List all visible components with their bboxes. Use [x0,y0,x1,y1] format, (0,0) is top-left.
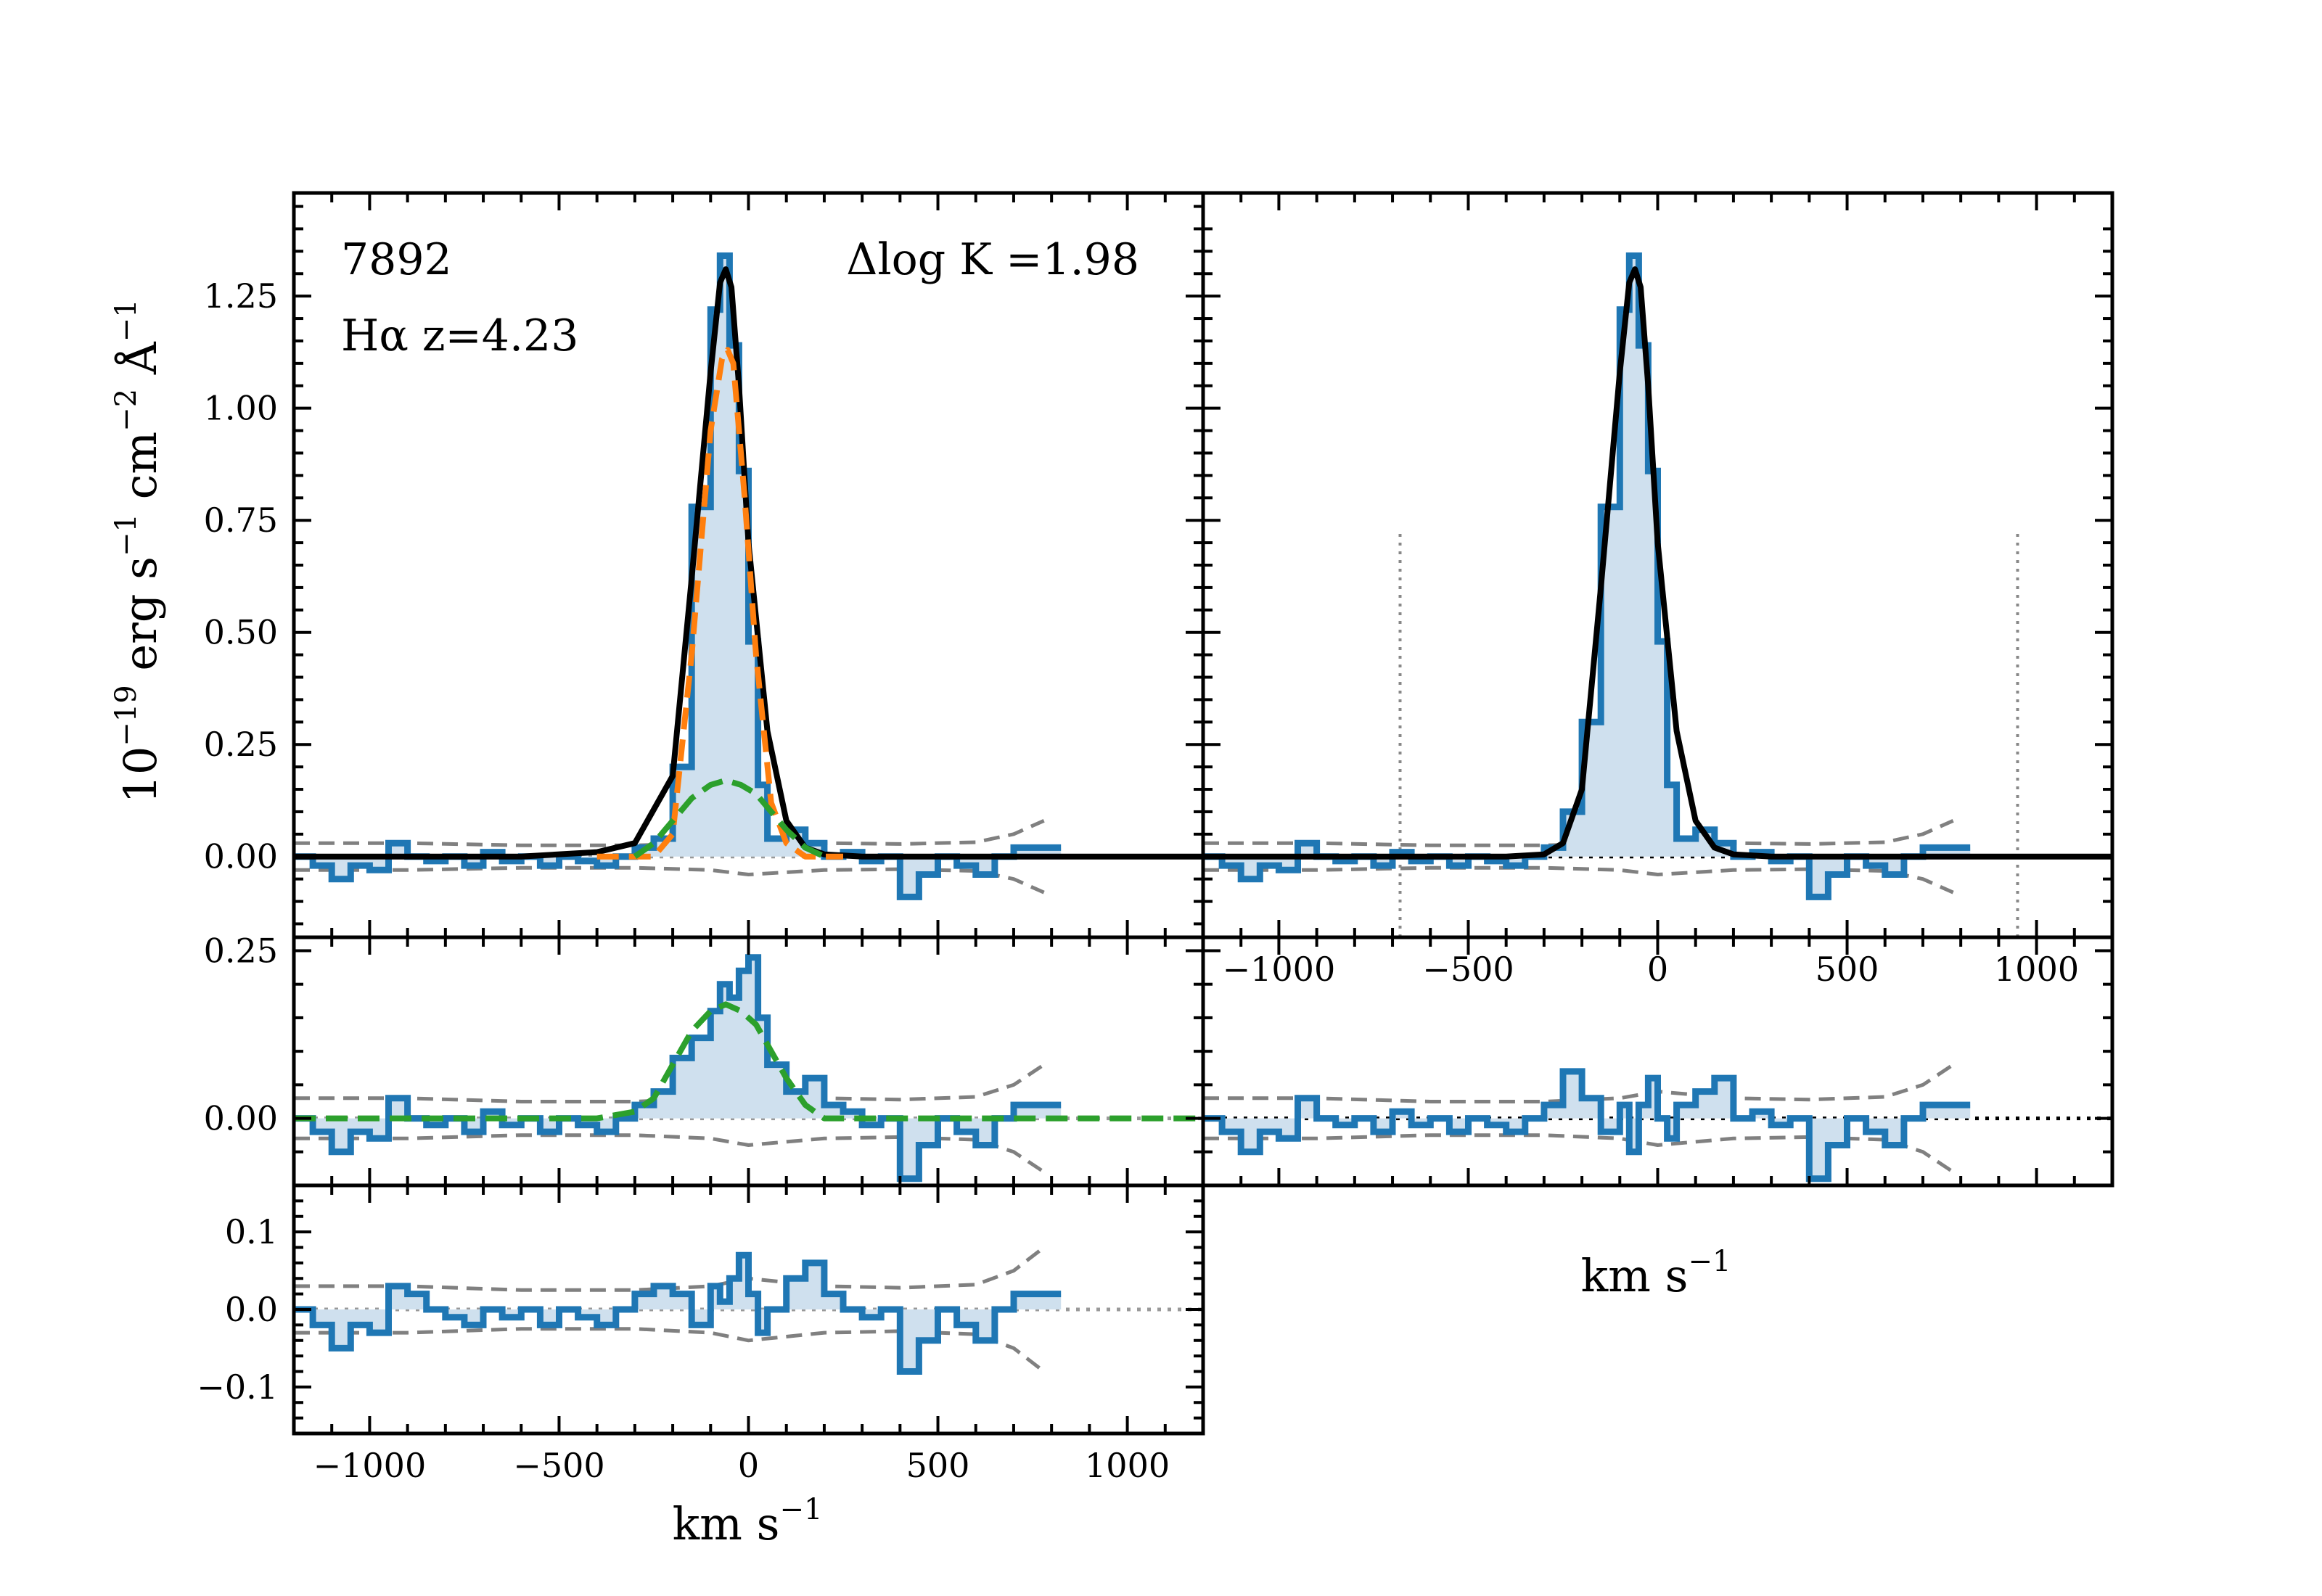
data-step-line [294,1251,1062,1375]
model-line [294,266,1203,860]
x-tick-label: −500 [513,1446,604,1485]
y-tick-label: 0.50 [204,613,278,652]
panel-top-right [1203,252,2112,937]
model-line [1203,266,2112,860]
x-tick-label: 0 [1647,950,1668,989]
y-axis-title: 10−19 erg s−1 cm−2 Å−1 [110,299,167,803]
x-tick-label: −500 [1422,950,1514,989]
x-tick-label: 1000 [1994,950,2079,989]
object-id-label: 7892 [341,234,452,285]
y-tick-label: 0.0 [225,1290,278,1329]
x-tick-label: 0 [738,1446,759,1485]
y-tick-label: 0.25 [204,931,278,970]
panel-top-left [294,252,1203,900]
broad-component-line [633,777,826,860]
panel-middle-right [1203,1063,2112,1182]
narrow-component-line [596,347,843,860]
data-fill-area [294,957,1062,1179]
y-tick-label: 0.25 [204,725,278,764]
x-tick-label: −1000 [313,1446,427,1485]
y-tick-label: 0.00 [204,1099,278,1138]
panel-middle-left [294,954,1203,1182]
line-redshift-label: Hα z=4.23 [341,310,578,361]
x-tick-label: −1000 [1223,950,1336,989]
x-tick-label: 1000 [1085,1446,1170,1485]
y-tick-label: 1.25 [204,276,278,316]
y-tick-label: 0.00 [204,837,278,876]
x-axis-title-left: km s−1 [673,1493,823,1550]
data-step-line [294,954,1062,1182]
y-tick-label: 1.00 [204,389,278,428]
delta-logk-label: Δlog K =1.98 [846,234,1139,285]
y-tick-label: 0.1 [225,1212,278,1251]
y-tick-label: 0.75 [204,501,278,540]
data-step-line [1203,1068,1971,1182]
y-tick-label: −0.1 [197,1367,278,1407]
data-fill-area [294,1255,1062,1372]
panel-bottom-left [294,1246,1203,1375]
x-tick-label: 500 [1816,950,1879,989]
x-axis-title-right: km s−1 [1581,1245,1731,1302]
broad-component-line [294,1001,1203,1122]
data-fill-area [1203,1071,1971,1179]
x-tick-label: 500 [906,1446,970,1485]
data-fill-area [1203,255,1971,897]
